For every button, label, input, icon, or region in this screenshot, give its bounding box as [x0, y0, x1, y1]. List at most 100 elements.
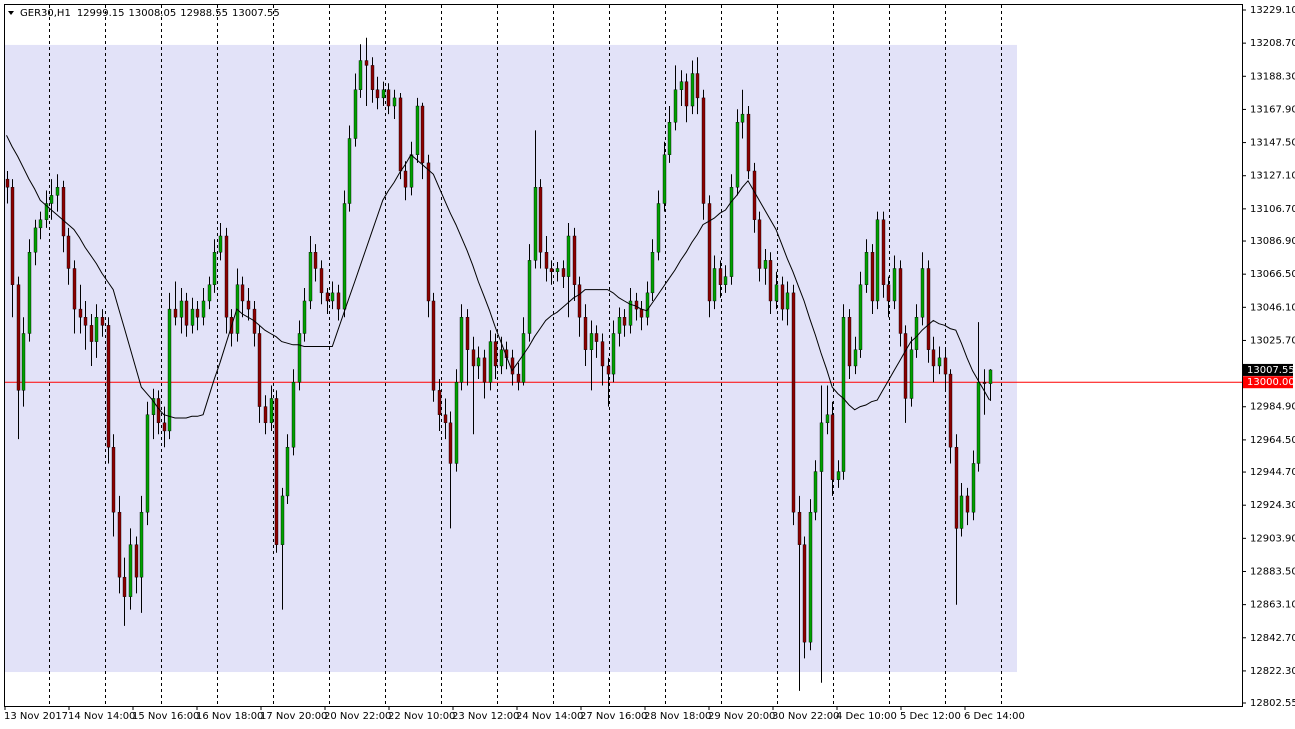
candle-body — [443, 414, 448, 424]
candle-body — [611, 333, 616, 375]
candle-body — [774, 284, 779, 302]
candle-body — [370, 65, 375, 90]
candle-body — [763, 260, 768, 269]
x-tick-label: 22 Nov 10:00 — [388, 711, 455, 722]
candle-body — [38, 219, 43, 229]
candle-body — [549, 268, 554, 272]
candle-body — [21, 333, 26, 391]
candle-body — [274, 398, 279, 545]
candle-body — [679, 81, 684, 90]
candle-body — [959, 495, 964, 529]
y-tick-label: 13127.10 — [1250, 171, 1295, 182]
candle-body — [606, 365, 611, 375]
candle-body — [336, 292, 341, 310]
candle-body — [926, 268, 931, 350]
candle-body — [280, 495, 285, 545]
candle-body — [583, 317, 588, 350]
candle-body — [808, 511, 813, 643]
plot-area — [5, 5, 1242, 706]
candle-body — [780, 284, 785, 310]
candle-body — [858, 284, 863, 350]
candle-body — [982, 382, 987, 384]
candle-body — [201, 300, 206, 318]
candle-body — [937, 357, 942, 367]
candle-body — [364, 60, 369, 66]
candle-body — [853, 349, 858, 367]
moving-average — [6, 135, 990, 419]
candle-body — [499, 349, 504, 367]
candle-body — [572, 235, 577, 285]
x-tick-label: 14 Nov 14:00 — [68, 711, 135, 722]
candle-body — [403, 170, 408, 188]
candle-body — [122, 576, 127, 597]
candle-body — [662, 154, 667, 204]
candle-body — [791, 292, 796, 513]
candle-body — [577, 284, 582, 318]
menu-triangle — [8, 11, 14, 15]
low-value: 12988.55 — [180, 8, 228, 19]
candle-body — [476, 357, 481, 367]
candle-body — [5, 178, 10, 188]
candle-body — [308, 252, 313, 302]
candle-body — [948, 373, 953, 448]
candle-body — [757, 219, 762, 269]
candle-body — [257, 333, 262, 407]
y-tick-label: 12822.30 — [1250, 666, 1295, 677]
open-value: 12999.15 — [77, 8, 125, 19]
plot-frame — [4, 4, 1243, 707]
candle-body — [162, 422, 167, 432]
candle-body — [398, 97, 403, 172]
y-tick-label: 13188.30 — [1250, 71, 1295, 82]
candle-body — [544, 252, 549, 269]
candle-body — [785, 292, 790, 310]
y-tick-label: 12863.10 — [1250, 600, 1295, 611]
candle-body — [386, 89, 391, 107]
candle-body — [325, 292, 330, 302]
candle-body — [471, 349, 476, 367]
x-tick-label: 20 Nov 22:00 — [324, 711, 391, 722]
candle-body — [516, 373, 521, 383]
candle-body — [870, 252, 875, 302]
candle-body — [988, 369, 993, 384]
candle-body — [89, 325, 94, 342]
y-tick-label: 13025.70 — [1250, 335, 1295, 346]
candle-body — [875, 219, 880, 302]
x-tick-label: 17 Nov 20:00 — [260, 711, 327, 722]
candle-body — [594, 333, 599, 342]
candle-body — [426, 162, 431, 302]
chart-title: GER30,H1 12999.15 13008.05 12988.55 13007.55 — [20, 8, 280, 19]
candle-body — [61, 187, 66, 237]
candle-body — [27, 252, 32, 334]
candle-body — [976, 382, 981, 464]
candle-body — [914, 317, 919, 350]
y-tick-label: 12842.70 — [1250, 633, 1295, 644]
y-tick-label: 13086.90 — [1250, 236, 1295, 247]
candle-body — [538, 187, 543, 253]
candle-body — [342, 203, 347, 310]
candle-body — [707, 203, 712, 302]
y-tick-label: 13167.90 — [1250, 104, 1295, 115]
candle-body — [622, 317, 627, 326]
candle-body — [302, 300, 307, 334]
x-tick-label: 16 Nov 18:00 — [196, 711, 263, 722]
candle-body — [617, 317, 622, 334]
candle-body — [673, 89, 678, 123]
candle-body — [431, 300, 436, 391]
x-tick-label: 15 Nov 16:00 — [132, 711, 199, 722]
candle-body — [33, 227, 38, 253]
candle-body — [128, 544, 133, 597]
y-tick-label: 13147.50 — [1250, 138, 1295, 149]
y-tick-label: 13229.10 — [1250, 5, 1295, 16]
candle-body — [117, 511, 122, 578]
candle-body — [100, 317, 105, 326]
candle-body — [813, 471, 818, 513]
candle-body — [179, 300, 184, 318]
y-tick-label: 12924.30 — [1250, 500, 1295, 511]
candle-body — [566, 235, 571, 277]
candle-body — [448, 422, 453, 464]
y-tick-label: 12883.50 — [1250, 566, 1295, 577]
candle-body — [735, 122, 740, 188]
candle-body — [465, 317, 470, 350]
